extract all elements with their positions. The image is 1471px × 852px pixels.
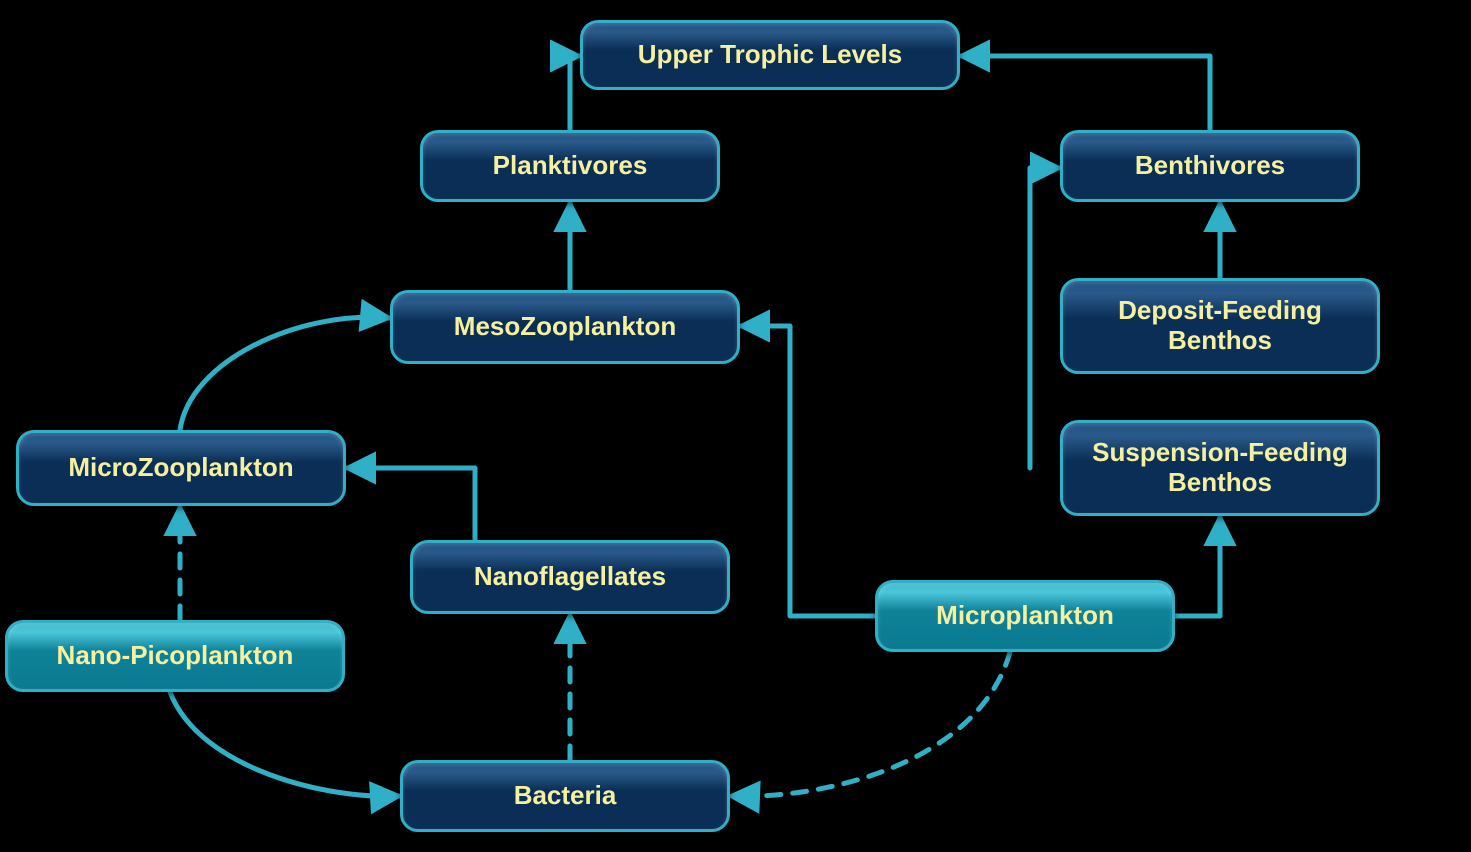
edge-suspension-to-benthivores — [1030, 168, 1060, 468]
node-nanopico: Nano-Picoplankton — [5, 620, 345, 692]
edge-microplankton-to-bacteria — [730, 652, 1010, 796]
edge-nanoflag-to-microzoo — [346, 468, 475, 540]
node-label: Planktivores — [493, 151, 648, 181]
node-label: Microplankton — [936, 601, 1114, 631]
node-microzoo: MicroZooplankton — [16, 430, 346, 506]
edge-planktivores-to-upper — [570, 56, 580, 130]
node-nanoflag: Nanoflagellates — [410, 540, 730, 614]
node-label: Bacteria — [514, 781, 617, 811]
node-suspension: Suspension-Feeding Benthos — [1060, 420, 1380, 516]
node-label: Deposit-Feeding Benthos — [1081, 296, 1359, 356]
edge-benthivores-to-upper — [960, 56, 1210, 130]
node-bacteria: Bacteria — [400, 760, 730, 832]
node-deposit: Deposit-Feeding Benthos — [1060, 278, 1380, 374]
node-label: Upper Trophic Levels — [638, 40, 902, 70]
node-label: MicroZooplankton — [68, 453, 293, 483]
node-label: Nanoflagellates — [474, 562, 666, 592]
node-label: MesoZooplankton — [454, 312, 676, 342]
node-microplankton: Microplankton — [875, 580, 1175, 652]
edge-microplankton-to-mesozoo — [740, 326, 875, 616]
node-upper: Upper Trophic Levels — [580, 20, 960, 90]
node-benthivores: Benthivores — [1060, 130, 1360, 202]
diagram-stage: Upper Trophic Levels Planktivores Benthivo… — [0, 0, 1471, 852]
node-mesozoo: MesoZooplankton — [390, 290, 740, 364]
node-label: Suspension-Feeding Benthos — [1081, 438, 1359, 498]
edge-nanopico-to-bacteria — [170, 692, 400, 796]
edge-microzoo-to-mesozoo — [180, 317, 390, 430]
edge-microplankton-to-suspension — [1175, 516, 1220, 616]
node-label: Benthivores — [1135, 151, 1285, 181]
node-planktivores: Planktivores — [420, 130, 720, 202]
node-label: Nano-Picoplankton — [57, 641, 294, 671]
